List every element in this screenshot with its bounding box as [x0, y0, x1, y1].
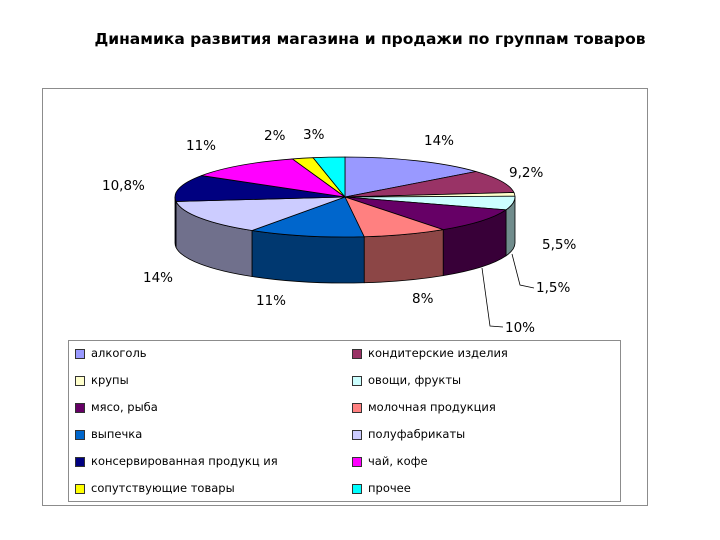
slice-4: [344, 196, 508, 231]
slice-1: [344, 171, 515, 198]
legend-label-10: сопутствующие товары: [91, 481, 235, 495]
slice-side-6: [251, 230, 365, 284]
leader-line-2: [511, 253, 535, 289]
legend-swatch-6: [75, 430, 85, 440]
legend-label-5: молочная продукция: [368, 400, 496, 414]
data-label-1: 9,2%: [509, 165, 544, 181]
data-label-0: 14%: [424, 133, 455, 149]
data-label-8: 10,8%: [102, 178, 145, 194]
data-label-2: 1,5%: [536, 280, 571, 296]
data-label-7: 14%: [143, 270, 174, 286]
chart-title: Динамика развития магазина и продажи по …: [94, 30, 646, 48]
legend-label-9: чай, кофе: [368, 454, 428, 468]
data-label-10: 2%: [264, 128, 286, 144]
data-label-5: 8%: [412, 291, 434, 307]
legend-swatch-0: [75, 349, 85, 359]
legend-swatch-4: [75, 403, 85, 413]
slice-side-5: [363, 229, 444, 284]
legend-label-8: консервированная продукц ия: [91, 454, 278, 468]
data-label-9: 11%: [186, 138, 217, 154]
legend-swatch-5: [352, 403, 362, 413]
data-label-11: 3%: [303, 127, 325, 143]
legend-swatch-7: [352, 430, 362, 440]
legend-label-2: крупы: [91, 373, 129, 387]
legend-label-3: овощи, фрукты: [368, 373, 462, 387]
data-label-4: 10%: [505, 320, 536, 336]
data-label-6: 11%: [256, 293, 287, 309]
legend-label-7: полуфабрикаты: [368, 427, 466, 441]
legend-label-0: алкоголь: [91, 346, 147, 360]
data-label-3: 5,5%: [542, 237, 577, 253]
legend-swatch-10: [75, 484, 85, 494]
slice-9: [201, 158, 346, 198]
slice-11: [312, 156, 346, 199]
slice-7: [175, 196, 346, 231]
legend-swatch-9: [352, 457, 362, 467]
legend-label-1: кондитерские изделия: [368, 346, 508, 360]
legend-swatch-2: [75, 376, 85, 386]
legend-swatch-3: [352, 376, 362, 386]
slice-0: [344, 156, 477, 198]
legend-swatch-1: [352, 349, 362, 359]
legend-swatch-11: [352, 484, 362, 494]
leader-line-4: [481, 267, 504, 328]
slice-8: [174, 175, 346, 202]
legend-label-11: прочее: [368, 481, 411, 495]
slice-6: [251, 196, 365, 238]
legend-label-4: мясо, рыба: [91, 400, 158, 414]
legend-swatch-8: [75, 457, 85, 467]
legend-label-6: выпечка: [91, 427, 143, 441]
legend: алкоголь кондитерские изделия крупы овощи, …: [68, 340, 621, 502]
